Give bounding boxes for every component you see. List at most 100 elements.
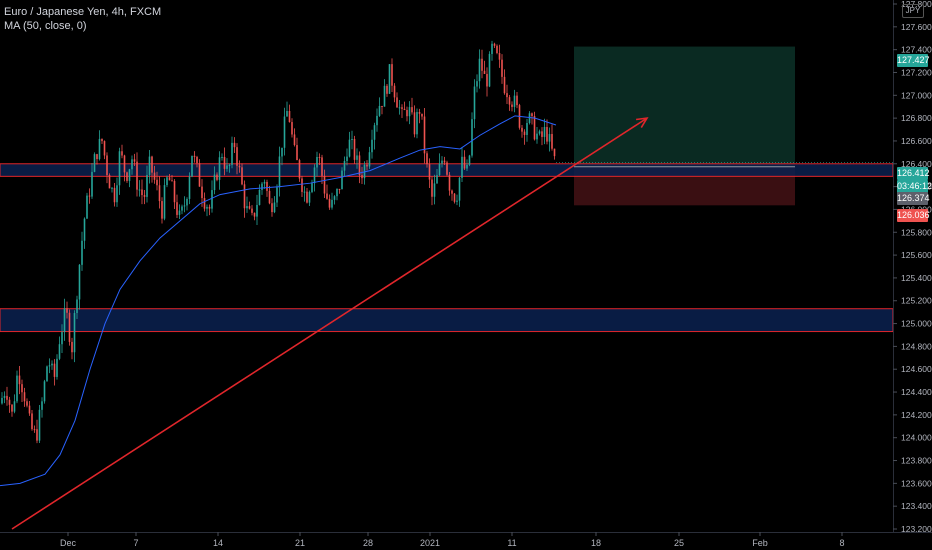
candle-body [473, 86, 476, 120]
candle-body [318, 156, 321, 158]
candle-body [68, 312, 71, 342]
candle-body [173, 180, 176, 203]
candle-body [71, 341, 73, 353]
candle-body [431, 179, 433, 197]
candle-body [346, 156, 348, 161]
candle-body [41, 401, 43, 410]
candle-body [333, 196, 336, 200]
candle-body [398, 107, 401, 109]
price-tick-label: 123.800 [901, 456, 932, 466]
candle-body [451, 190, 453, 194]
candle-body [403, 108, 406, 110]
candle-body [498, 53, 501, 60]
candle-body [413, 112, 416, 135]
current-price-label: 126.412 [897, 167, 930, 180]
candle-body [226, 165, 228, 169]
price-tick-label: 127.200 [901, 67, 932, 77]
candle-body [151, 156, 153, 173]
candle-body [408, 107, 411, 117]
candle-body [461, 156, 463, 178]
candle-body [493, 43, 496, 46]
candle-body [521, 127, 523, 132]
candle-body [303, 191, 306, 193]
candle-body [428, 164, 431, 180]
candle-body [168, 177, 171, 181]
candle-body [271, 203, 273, 213]
candle-body [283, 116, 286, 148]
price-tick-label: 126.400 [901, 159, 932, 169]
candle-body [31, 413, 33, 430]
candle-body [88, 195, 91, 197]
candle-body [386, 85, 388, 94]
price-tick-label: 124.400 [901, 387, 932, 397]
candle-body [296, 145, 298, 161]
candle-body [196, 156, 198, 164]
trendline[interactable] [11, 117, 648, 530]
candle-body [323, 175, 326, 194]
symbol-title[interactable]: Euro / Japanese Yen, 4h, FXCM [4, 6, 162, 18]
candle-body [58, 344, 61, 359]
candle-body [148, 156, 151, 175]
sr-zone-2[interactable] [0, 308, 894, 333]
candle-body [66, 308, 68, 313]
candle-body [418, 112, 421, 114]
candle-body [233, 142, 236, 148]
candle-body [448, 174, 451, 191]
time-tick-label: 18 [591, 538, 601, 548]
candle-body [378, 105, 381, 116]
candle-body [83, 218, 86, 241]
candle-body [236, 147, 238, 166]
candle-body [91, 171, 93, 197]
candle-body [501, 59, 503, 77]
candle-body [486, 73, 488, 87]
price-tick-label: 125.000 [901, 319, 932, 329]
candle-body [361, 175, 363, 179]
candle-body [536, 133, 538, 140]
candle-body [176, 202, 178, 215]
candle-body [336, 188, 338, 197]
price-tick-label: 124.000 [901, 433, 932, 443]
candle-body [181, 206, 183, 211]
candle-body [216, 174, 218, 180]
candle-body [358, 155, 361, 176]
candle-body [241, 167, 243, 185]
candle-body [456, 200, 458, 202]
candle-body [443, 160, 446, 163]
target-zone[interactable] [574, 46, 795, 167]
candle-body [81, 240, 83, 265]
candle-body [298, 160, 301, 179]
candle-body [111, 187, 113, 189]
candle-body [421, 113, 423, 117]
candle-body [306, 191, 308, 203]
price-tick-label: 127.000 [901, 90, 932, 100]
candle-body [86, 195, 88, 219]
candle-body [458, 177, 461, 201]
entry-price-label: 126.374 [897, 192, 930, 205]
currency-badge[interactable]: JPY [902, 4, 924, 18]
candle-body [466, 164, 468, 169]
candle-body [356, 155, 358, 160]
candle-body [548, 134, 551, 142]
candle-body [213, 174, 216, 191]
candle-body [248, 206, 251, 209]
candle-body [203, 198, 206, 209]
candle-body [178, 210, 181, 215]
candle-body [193, 155, 196, 157]
candle-body [261, 183, 263, 190]
candle-body [106, 155, 108, 176]
candle-body [23, 392, 26, 402]
ma-indicator-label[interactable]: MA (50, close, 0) [4, 20, 87, 32]
candle-body [161, 201, 163, 219]
moving-average-line[interactable] [0, 115, 557, 487]
candle-body [276, 187, 278, 203]
time-tick-label: 2021 [420, 538, 440, 548]
candle-body [423, 116, 426, 154]
candle-body [513, 95, 516, 107]
time-tick-label: Dec [60, 538, 77, 548]
candle-body [438, 163, 441, 176]
candle-body [103, 141, 106, 156]
candle-body [293, 134, 296, 146]
time-tick-label: Feb [752, 538, 768, 548]
candle-body [128, 169, 131, 181]
